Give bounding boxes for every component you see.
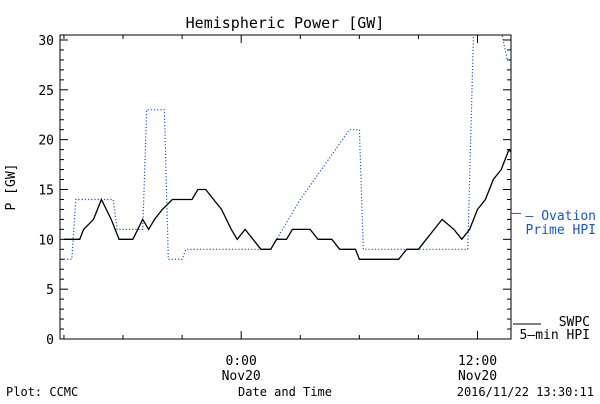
series-line-0 <box>63 35 511 260</box>
legend-label-swpc: 5–min HPI <box>520 328 590 343</box>
chart-title: Hemispheric Power [GW] <box>186 14 385 32</box>
plot-frame <box>59 34 512 340</box>
y-tick-label: 15 <box>38 183 54 198</box>
legend-label-ovation: – Ovation <box>526 209 596 224</box>
x-tick-label-date: Nov20 <box>222 369 261 384</box>
footer-left: Plot: CCMC <box>6 385 78 399</box>
y-tick-label: 10 <box>38 233 54 248</box>
axis-ticks <box>60 35 511 340</box>
y-tick-label: 5 <box>46 283 54 298</box>
x-axis-label: Date and Time <box>238 385 332 399</box>
legend-label-ovation: Prime HPI <box>526 223 596 238</box>
y-tick-label: 25 <box>38 84 54 99</box>
y-tick-label: 0 <box>46 333 54 348</box>
y-tick-label: 20 <box>38 134 54 149</box>
y-axis-label: P [GW] <box>4 164 19 211</box>
y-tick-labels: 0 5 10 15 20 25 30 <box>38 34 54 348</box>
x-tick-label-date: Nov20 <box>458 369 497 384</box>
x-tick-labels: 0:00Nov2012:00Nov200:00Nov2112:00Nov210:… <box>222 354 497 384</box>
legend-label-swpc: SWPC <box>559 315 590 330</box>
footer-right: 2016/11/22 13:30:11 <box>457 385 594 399</box>
x-tick-label-time: 0:00 <box>226 354 257 369</box>
series-line-1 <box>63 148 511 260</box>
x-tick-label-time: 12:00 <box>458 354 497 369</box>
y-tick-label: 30 <box>38 34 54 49</box>
series-layer <box>63 35 511 260</box>
